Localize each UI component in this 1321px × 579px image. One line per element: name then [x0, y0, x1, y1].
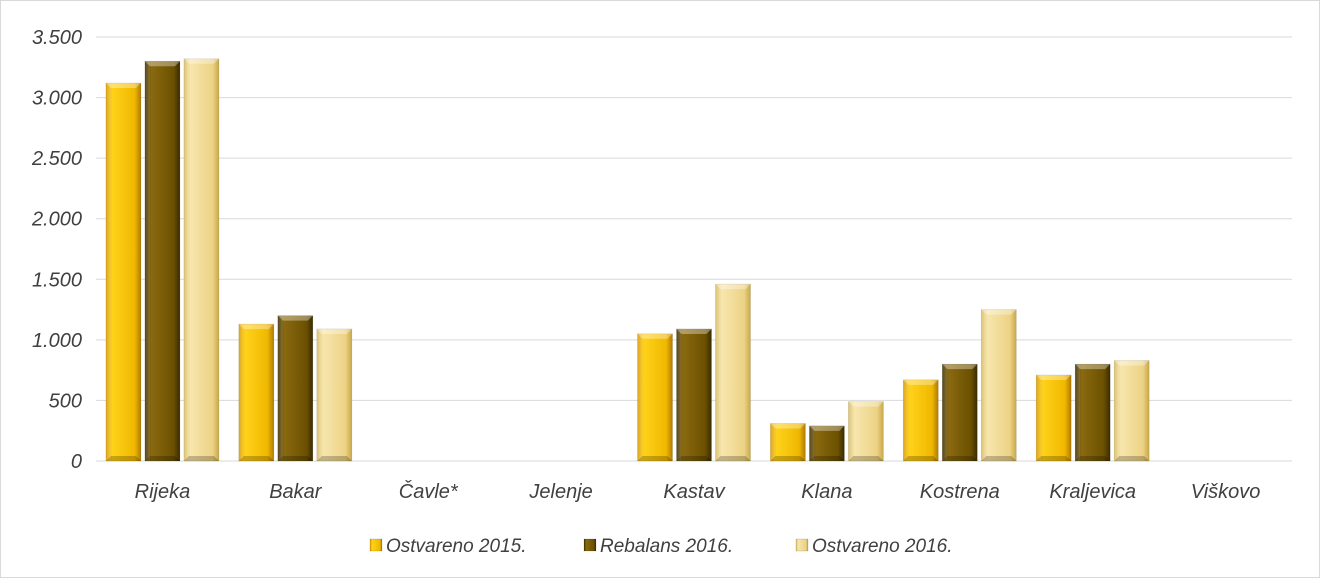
y-tick-label: 3.000 — [32, 88, 82, 110]
bar — [316, 328, 353, 462]
x-tick-label: Viškovo — [1191, 481, 1261, 503]
x-tick-label: Čavle* — [399, 480, 459, 503]
y-tick-label: 3.500 — [32, 27, 82, 49]
bar — [941, 363, 978, 462]
x-tick-label: Kostrena — [920, 481, 1000, 503]
legend-label: Ostvareno 2016. — [812, 536, 952, 557]
bar — [238, 323, 275, 462]
bar — [715, 283, 751, 462]
x-tick-label: Jelenje — [528, 481, 592, 503]
bar — [105, 82, 142, 462]
bar — [848, 401, 884, 462]
legend-label: Ostvareno 2015. — [386, 536, 526, 557]
bar — [676, 328, 712, 462]
bar — [144, 60, 181, 462]
x-tick-label: Klana — [801, 481, 852, 503]
bar — [1074, 363, 1111, 462]
bar — [277, 315, 314, 462]
bar — [637, 333, 673, 462]
bar — [1035, 374, 1072, 462]
x-tick-label: Kraljevica — [1049, 481, 1136, 503]
x-tick-label: Bakar — [269, 481, 323, 503]
legend-swatch — [795, 538, 809, 552]
legend-item: Ostvareno 2016. — [795, 536, 952, 557]
y-tick-label: 500 — [49, 390, 82, 412]
x-tick-label: Rijeka — [135, 481, 191, 503]
legend-item: Ostvareno 2015. — [369, 536, 526, 557]
bar — [980, 309, 1017, 462]
y-tick-label: 2.000 — [31, 209, 82, 231]
legend-swatch — [583, 538, 597, 552]
x-axis-tick-labels: Rijeka Bakar Čavle* Jelenje Kastav Klana Kostr… — [135, 480, 1261, 503]
y-tick-label: 1.500 — [32, 269, 82, 291]
bar — [902, 379, 939, 462]
legend-label: Rebalans 2016. — [600, 536, 733, 557]
legend: Ostvareno 2015. Rebalans 2016. Ostvareno 2… — [369, 536, 952, 557]
bar — [770, 423, 806, 462]
legend-swatch — [369, 538, 383, 552]
bar — [183, 58, 220, 462]
y-axis-tick-labels: 0 500 1.000 1.500 2.000 2.500 3.000 3.500 — [31, 27, 82, 473]
y-tick-label: 2.500 — [31, 148, 82, 170]
legend-item: Rebalans 2016. — [583, 536, 733, 557]
bars — [105, 58, 1150, 462]
y-tick-label: 0 — [71, 451, 82, 473]
bar — [1113, 360, 1150, 462]
y-tick-label: 1.000 — [32, 330, 82, 352]
x-tick-label: Kastav — [663, 481, 725, 503]
bar — [809, 425, 845, 462]
